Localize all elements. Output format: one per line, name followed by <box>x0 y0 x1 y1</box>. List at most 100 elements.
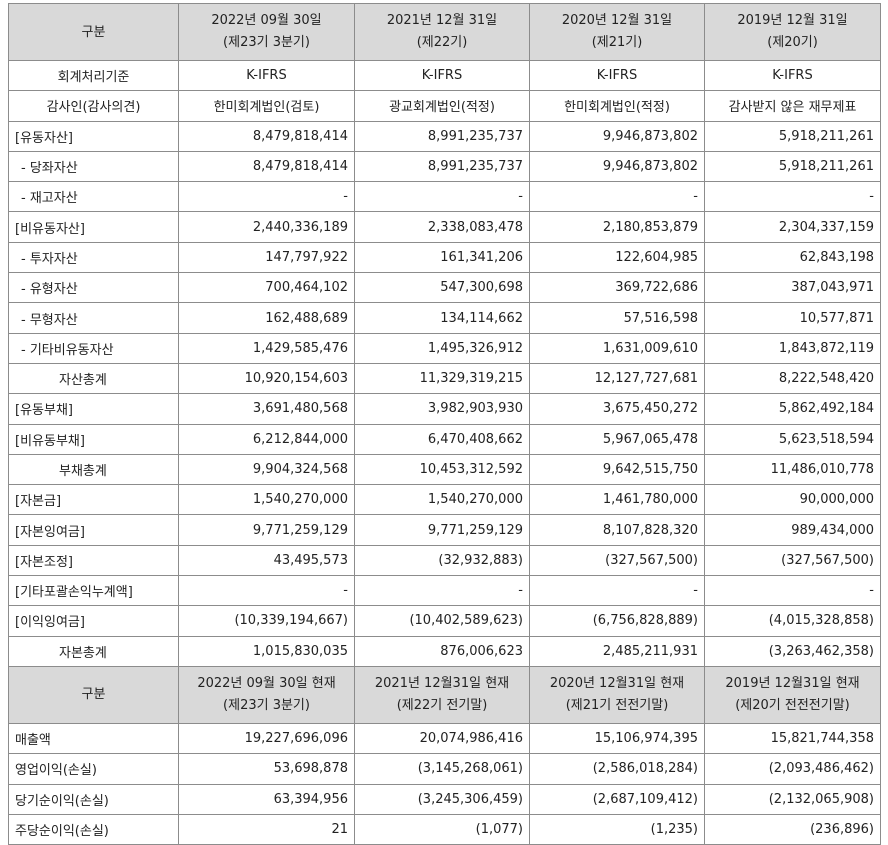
cell-value: - <box>704 181 881 213</box>
header-col: 2022년 09월 30일 현재 (제23기 3분기) <box>178 665 355 724</box>
table-row: 자산총계 10,920,154,603 11,329,319,215 12,127,7… <box>8 362 881 395</box>
table-row: 매출액 19,227,696,096 20,074,986,416 15,106,97… <box>8 722 881 755</box>
cell-value: (1,235) <box>529 813 705 845</box>
cell-value: (4,015,328,858) <box>704 605 881 637</box>
cell-value: 876,006,623 <box>354 635 530 667</box>
cell-value: (1,077) <box>354 813 530 845</box>
table-row: [유동부채] 3,691,480,568 3,982,903,930 3,675,45… <box>8 393 881 425</box>
header-label: 구분 <box>8 665 179 724</box>
row-label: [유동부채] <box>8 393 179 425</box>
cell-value: (10,402,589,623) <box>354 605 530 637</box>
row-label: 당기순이익(손실) <box>8 783 179 815</box>
row-label: [이익잉여금] <box>8 605 179 637</box>
row-label: - 유형자산 <box>8 272 179 304</box>
cell-value: (3,245,306,459) <box>354 783 530 815</box>
cell-value: (3,263,462,358) <box>704 635 881 667</box>
cell-value: 한미회계법인(적정) <box>529 90 705 122</box>
cell-value: 5,862,492,184 <box>704 393 881 425</box>
cell-value: 10,920,154,603 <box>178 362 355 395</box>
cell-value: 2,338,083,478 <box>354 211 530 243</box>
cell-value: 20,074,986,416 <box>354 722 530 755</box>
row-label: [비유동부채] <box>8 423 179 455</box>
cell-value: - <box>354 575 530 607</box>
cell-value: - <box>704 575 881 607</box>
cell-value: 1,540,270,000 <box>354 484 530 516</box>
row-label: 자산총계 <box>8 362 179 395</box>
cell-value: 1,631,009,610 <box>529 332 705 364</box>
cell-value: 15,106,974,395 <box>529 722 705 755</box>
cell-value: 1,843,872,119 <box>704 332 881 364</box>
table-row: 당기순이익(손실) 63,394,956 (3,245,306,459) (2,687… <box>8 783 881 815</box>
cell-value: 63,394,956 <box>178 783 355 815</box>
table-row: 회계처리기준 K-IFRS K-IFRS K-IFRS K-IFRS <box>8 59 881 92</box>
cell-value: 90,000,000 <box>704 484 881 516</box>
table-row: - 무형자산 162,488,689 134,114,662 57,516,598 10… <box>8 302 881 334</box>
cell-value: 547,300,698 <box>354 272 530 304</box>
cell-value: 161,341,206 <box>354 241 530 274</box>
row-label: 감사인(감사의견) <box>8 90 179 122</box>
row-label: 매출액 <box>8 722 179 755</box>
header-col: 2020년 12월31일 현재 (제21기 전전기말) <box>529 665 705 724</box>
cell-value: 3,675,450,272 <box>529 393 705 425</box>
header-col-2022: 2022년 09월 30일 (제23기 3분기) <box>178 3 355 61</box>
table-row: [자본잉여금] 9,771,259,129 9,771,259,129 8,107,8… <box>8 514 881 546</box>
cell-value: 5,967,065,478 <box>529 423 705 455</box>
table-row: [이익잉여금] (10,339,194,667) (10,402,589,623) (… <box>8 605 881 637</box>
cell-value: 43,495,573 <box>178 544 355 577</box>
cell-value: (2,132,065,908) <box>704 783 881 815</box>
cell-value: - <box>354 181 530 213</box>
cell-value: 1,461,780,000 <box>529 484 705 516</box>
cell-value: 134,114,662 <box>354 302 530 334</box>
row-label: 영업이익(손실) <box>8 753 179 785</box>
cell-value: 9,642,515,750 <box>529 453 705 486</box>
cell-value: 3,982,903,930 <box>354 393 530 425</box>
financial-summary-table: 구분 2022년 09월 30일 (제23기 3분기) 2021년 12월 31일… <box>8 3 881 845</box>
cell-value: 8,479,818,414 <box>178 120 355 152</box>
cell-value: K-IFRS <box>529 59 705 92</box>
cell-value: 2,485,211,931 <box>529 635 705 667</box>
cell-value: 122,604,985 <box>529 241 705 274</box>
cell-value: 8,479,818,414 <box>178 150 355 183</box>
cell-value: 3,691,480,568 <box>178 393 355 425</box>
table-row: 영업이익(손실) 53,698,878 (3,145,268,061) (2,586,… <box>8 753 881 785</box>
table-row: [자본조정] 43,495,573 (32,932,883) (327,567,500… <box>8 544 881 577</box>
header-label: 구분 <box>8 3 179 61</box>
cell-value: (2,093,486,462) <box>704 753 881 785</box>
row-label: - 무형자산 <box>8 302 179 334</box>
cell-value: - <box>529 575 705 607</box>
header-col-2021: 2021년 12월 31일 (제22기) <box>354 3 530 61</box>
table-row: - 당좌자산 8,479,818,414 8,991,235,737 9,946,87… <box>8 150 881 183</box>
cell-value: K-IFRS <box>704 59 881 92</box>
cell-value: 2,304,337,159 <box>704 211 881 243</box>
row-label: [자본잉여금] <box>8 514 179 546</box>
cell-value: 1,015,830,035 <box>178 635 355 667</box>
cell-value: K-IFRS <box>354 59 530 92</box>
cell-value: 10,577,871 <box>704 302 881 334</box>
table-row: [자본금] 1,540,270,000 1,540,270,000 1,461,780… <box>8 484 881 516</box>
row-label: [자본조정] <box>8 544 179 577</box>
header-col: 2019년 12월31일 현재 (제20기 전전전기말) <box>704 665 881 724</box>
cell-value: 8,991,235,737 <box>354 150 530 183</box>
cell-value: 2,180,853,879 <box>529 211 705 243</box>
cell-value: 53,698,878 <box>178 753 355 785</box>
table-row: 감사인(감사의견) 한미회계법인(검토) 광교회계법인(적정) 한미회계법인(적정) 감… <box>8 90 881 122</box>
cell-value: 387,043,971 <box>704 272 881 304</box>
row-label: [자본금] <box>8 484 179 516</box>
cell-value: (10,339,194,667) <box>178 605 355 637</box>
cell-value: 62,843,198 <box>704 241 881 274</box>
cell-value: 9,904,324,568 <box>178 453 355 486</box>
cell-value: 57,516,598 <box>529 302 705 334</box>
table-row: [기타포괄손익누계액] - - - - <box>8 575 881 607</box>
cell-value: - <box>178 575 355 607</box>
row-label: - 투자자산 <box>8 241 179 274</box>
cell-value: 12,127,727,681 <box>529 362 705 395</box>
cell-value: 5,918,211,261 <box>704 150 881 183</box>
cell-value: 9,946,873,802 <box>529 150 705 183</box>
cell-value: K-IFRS <box>178 59 355 92</box>
cell-value: 11,329,319,215 <box>354 362 530 395</box>
cell-value: 147,797,922 <box>178 241 355 274</box>
income-header-row: 구분 2022년 09월 30일 현재 (제23기 3분기) 2021년 12월31일… <box>8 665 881 724</box>
cell-value: 9,946,873,802 <box>529 120 705 152</box>
cell-value: 700,464,102 <box>178 272 355 304</box>
cell-value: 369,722,686 <box>529 272 705 304</box>
